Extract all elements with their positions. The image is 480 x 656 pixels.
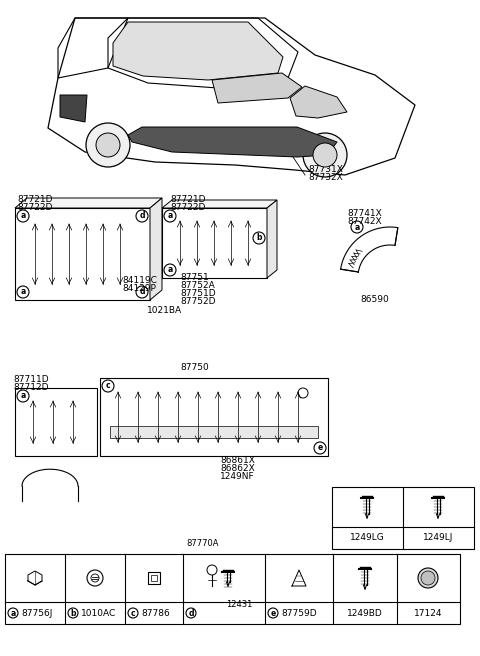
- Circle shape: [421, 571, 435, 585]
- Text: 84119C: 84119C: [122, 276, 157, 285]
- Text: e: e: [317, 443, 323, 453]
- Polygon shape: [162, 200, 277, 208]
- Text: a: a: [20, 392, 25, 401]
- Text: 87711D: 87711D: [13, 375, 48, 384]
- Text: 1021BA: 1021BA: [147, 306, 182, 315]
- Text: 86590: 86590: [360, 295, 389, 304]
- Bar: [15, 208, 150, 300]
- Text: 87722D: 87722D: [17, 203, 52, 212]
- Polygon shape: [60, 95, 87, 122]
- Circle shape: [418, 568, 438, 588]
- Polygon shape: [150, 198, 162, 300]
- Text: a: a: [20, 287, 25, 297]
- Text: 87732X: 87732X: [308, 173, 343, 182]
- Text: 86862X: 86862X: [220, 464, 255, 473]
- Polygon shape: [15, 198, 162, 208]
- Text: 87721D: 87721D: [170, 195, 205, 204]
- Text: 87759D: 87759D: [281, 609, 317, 617]
- Text: 87741X: 87741X: [347, 209, 382, 218]
- Bar: [5, 554, 460, 624]
- Text: 1249BD: 1249BD: [347, 609, 383, 617]
- Bar: [15, 388, 97, 456]
- Polygon shape: [113, 22, 283, 80]
- Text: c: c: [106, 382, 110, 390]
- Text: 1249LJ: 1249LJ: [423, 533, 453, 543]
- Text: 87786: 87786: [141, 609, 170, 617]
- Text: e: e: [270, 609, 276, 617]
- Polygon shape: [267, 200, 277, 278]
- Text: 87722D: 87722D: [170, 203, 205, 212]
- Bar: [332, 487, 474, 549]
- Circle shape: [303, 133, 347, 177]
- Bar: [162, 208, 267, 278]
- Text: 87751D: 87751D: [180, 289, 216, 298]
- Text: d: d: [139, 211, 145, 220]
- Bar: [110, 426, 318, 438]
- Text: 86861X: 86861X: [220, 456, 255, 465]
- Text: 87712D: 87712D: [13, 383, 48, 392]
- Text: b: b: [256, 234, 262, 243]
- Text: b: b: [70, 609, 76, 617]
- Text: 87751: 87751: [180, 273, 209, 282]
- Text: 87742X: 87742X: [347, 217, 382, 226]
- Text: 87752A: 87752A: [180, 281, 215, 290]
- Text: 87731X: 87731X: [308, 165, 343, 174]
- Circle shape: [313, 143, 337, 167]
- Circle shape: [96, 133, 120, 157]
- Text: a: a: [168, 211, 173, 220]
- Text: a: a: [354, 222, 360, 232]
- Text: 12431: 12431: [226, 600, 252, 609]
- Bar: [148, 572, 160, 584]
- Bar: [100, 378, 328, 456]
- Text: 87752D: 87752D: [180, 297, 216, 306]
- Bar: [151, 575, 157, 581]
- Text: a: a: [11, 609, 16, 617]
- Text: 1249NF: 1249NF: [220, 472, 254, 481]
- Text: a: a: [168, 266, 173, 274]
- Polygon shape: [128, 127, 337, 157]
- Polygon shape: [212, 73, 302, 103]
- Text: 1249LG: 1249LG: [349, 533, 384, 543]
- Text: 84129P: 84129P: [122, 284, 156, 293]
- Text: 1010AC: 1010AC: [81, 609, 116, 617]
- Text: a: a: [20, 211, 25, 220]
- Circle shape: [86, 123, 130, 167]
- Text: 87750: 87750: [180, 363, 209, 372]
- Text: 87756J: 87756J: [21, 609, 52, 617]
- Polygon shape: [290, 86, 347, 118]
- Text: d: d: [188, 609, 194, 617]
- Text: 87770A: 87770A: [186, 539, 218, 548]
- Text: 87721D: 87721D: [17, 195, 52, 204]
- Text: 17124: 17124: [414, 609, 443, 617]
- Text: c: c: [131, 609, 135, 617]
- Text: d: d: [139, 287, 145, 297]
